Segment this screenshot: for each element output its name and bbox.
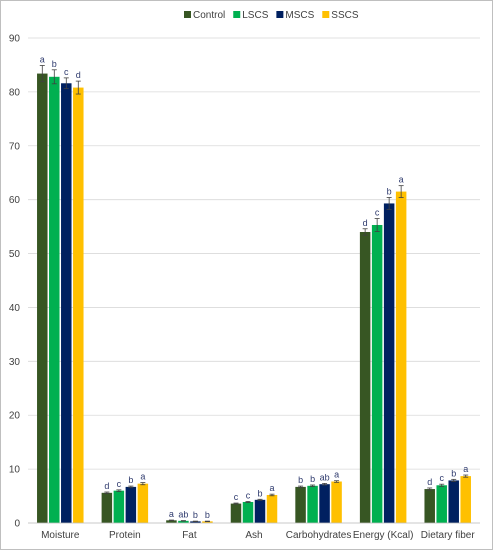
x-tick-label: Moisture (41, 530, 80, 541)
bar-lscs-6 (436, 485, 447, 523)
bar-lscs-1 (113, 490, 125, 523)
legend-label: Control (193, 10, 225, 21)
legend: Control LSCS MSCS SSCS (184, 10, 359, 21)
significance-letter: a (140, 472, 145, 482)
bar-sscs-3 (266, 494, 278, 523)
bar-sscs-1 (137, 483, 149, 523)
bar-mscs-3 (254, 499, 266, 523)
legend-swatch-lscs (233, 11, 241, 18)
bar-sscs-2 (202, 521, 213, 523)
significance-letter: c (234, 492, 239, 502)
x-tick-label: Energy (Kcal) (353, 530, 414, 541)
bar-control-4 (295, 486, 306, 523)
significance-letter: c (64, 67, 69, 77)
x-tick-label: Dietary fiber (421, 530, 476, 541)
significance-letter: c (117, 479, 122, 489)
y-tick-label: 40 (9, 303, 21, 314)
bar-control-5 (359, 232, 371, 523)
y-tick-label: 20 (9, 411, 21, 422)
bar-mscs-1 (125, 486, 137, 523)
bar-lscs-2 (178, 520, 189, 523)
y-tick-label: 90 (9, 34, 21, 45)
y-tick-label: 30 (9, 357, 21, 368)
y-tick-label: 70 (9, 141, 21, 152)
significance-letter: b (193, 510, 198, 520)
legend-label: LSCS (242, 10, 268, 21)
bar-mscs-6 (448, 480, 459, 523)
significance-letter: b (451, 468, 456, 478)
bar-sscs-0 (73, 87, 84, 524)
significance-letter: a (399, 175, 404, 185)
significance-letter: b (298, 475, 303, 485)
significance-letter: b (205, 510, 210, 520)
gridlines (28, 37, 480, 524)
significance-letter: b (310, 474, 315, 484)
significance-letter: c (375, 208, 380, 218)
bar-control-6 (424, 489, 435, 523)
bar-mscs-4 (319, 484, 330, 523)
significance-letter: a (269, 483, 274, 493)
x-tick-label: Carbohydrates (286, 530, 352, 541)
significance-letter: ab (320, 472, 330, 482)
bar-sscs-4 (331, 481, 342, 523)
legend-label: MSCS (285, 10, 314, 21)
bar-lscs-5 (371, 224, 383, 523)
x-tick-label: Ash (245, 530, 262, 541)
significance-letter: b (128, 475, 133, 485)
bar-lscs-3 (242, 501, 254, 523)
bar-sscs-5 (395, 191, 407, 524)
legend-label: SSCS (331, 10, 359, 21)
y-axis: 0 10 20 30 40 50 60 70 80 90 (9, 34, 21, 530)
significance-letter: d (427, 477, 432, 487)
significance-letter: b (52, 59, 57, 69)
bar-mscs-2 (190, 521, 201, 523)
bar-mscs-0 (61, 83, 72, 524)
y-tick-label: 10 (9, 465, 21, 476)
y-tick-label: 50 (9, 249, 21, 260)
y-tick-label: 60 (9, 195, 21, 206)
legend-swatch-mscs (276, 11, 284, 18)
bar-lscs-4 (307, 485, 318, 523)
bar-control-3 (230, 503, 242, 523)
bar-lscs-0 (49, 76, 60, 524)
significance-letter: a (169, 509, 174, 519)
significance-letter: b (257, 488, 262, 498)
legend-swatch-sscs (322, 11, 330, 18)
significance-letter: ab (178, 510, 188, 520)
legend-swatch-control (184, 11, 191, 18)
significance-letter: d (363, 218, 368, 228)
significance-letter: c (246, 490, 251, 500)
x-tick-label: Protein (109, 530, 141, 541)
significance-letter: a (40, 54, 45, 64)
significance-letter: a (334, 470, 339, 480)
significance-letter: a (463, 464, 468, 474)
bar-control-0 (37, 73, 48, 524)
x-tick-label: Fat (182, 530, 197, 541)
bar-mscs-5 (383, 203, 395, 523)
y-tick-label: 80 (9, 87, 21, 98)
significance-letter: c (439, 473, 444, 483)
bar-sscs-6 (460, 476, 471, 523)
significance-letter: d (104, 481, 109, 491)
bar-control-1 (101, 492, 113, 523)
y-tick-label: 0 (14, 519, 20, 530)
significance-letter: d (76, 70, 81, 80)
bar-control-2 (166, 520, 177, 523)
x-axis: Moisture Protein Fat Ash Carbohydrates Energy… (28, 522, 480, 541)
significance-letter: b (387, 187, 392, 197)
